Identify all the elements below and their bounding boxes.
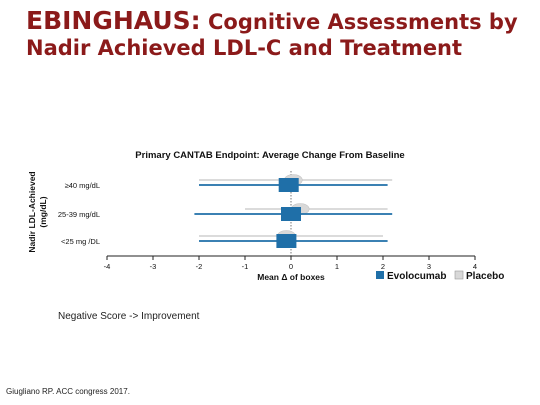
legend-label-evolocumab: Evolocumab [387,271,446,282]
x-tick-label: 1 [335,262,339,271]
title-rest: Cognitive Assessments by Nadir Achieved … [26,10,518,60]
citation: Giugliano RP. ACC congress 2017. [6,387,130,396]
x-tick-label: -2 [196,262,203,271]
x-tick-label: 3 [427,262,431,271]
y-axis-label-line1: Nadir LDL-Achieved [27,171,37,252]
x-tick-label: -3 [150,262,157,271]
evolocumab-point [276,234,297,248]
chart-title: Primary CANTAB Endpoint: Average Change … [135,150,404,161]
legend-swatch-placebo [454,270,464,280]
slide-title: EBINGHAUS: Cognitive Assessments by Nadi… [26,8,536,61]
legend-label-placebo: Placebo [466,271,504,282]
x-tick-label: 0 [289,262,293,271]
evolocumab-point [278,178,299,192]
x-tick-label: 2 [381,262,385,271]
x-tick-label: -1 [242,262,249,271]
score-note: Negative Score -> Improvement [58,311,200,322]
legend-swatch-evolocumab [376,271,384,279]
category-label: ≥40 mg/dL [65,181,100,190]
evolocumab-point [281,207,301,221]
title-lead: EBINGHAUS: [26,6,201,35]
x-axis-label: Mean Δ of boxes [257,272,325,282]
category-label: <25 mg /DL [61,237,100,246]
x-tick-label: 4 [473,262,477,271]
y-axis-label-line2: (mg/dL) [38,196,48,227]
x-tick-label: -4 [104,262,111,271]
category-label: 25-39 mg/dL [58,210,100,219]
